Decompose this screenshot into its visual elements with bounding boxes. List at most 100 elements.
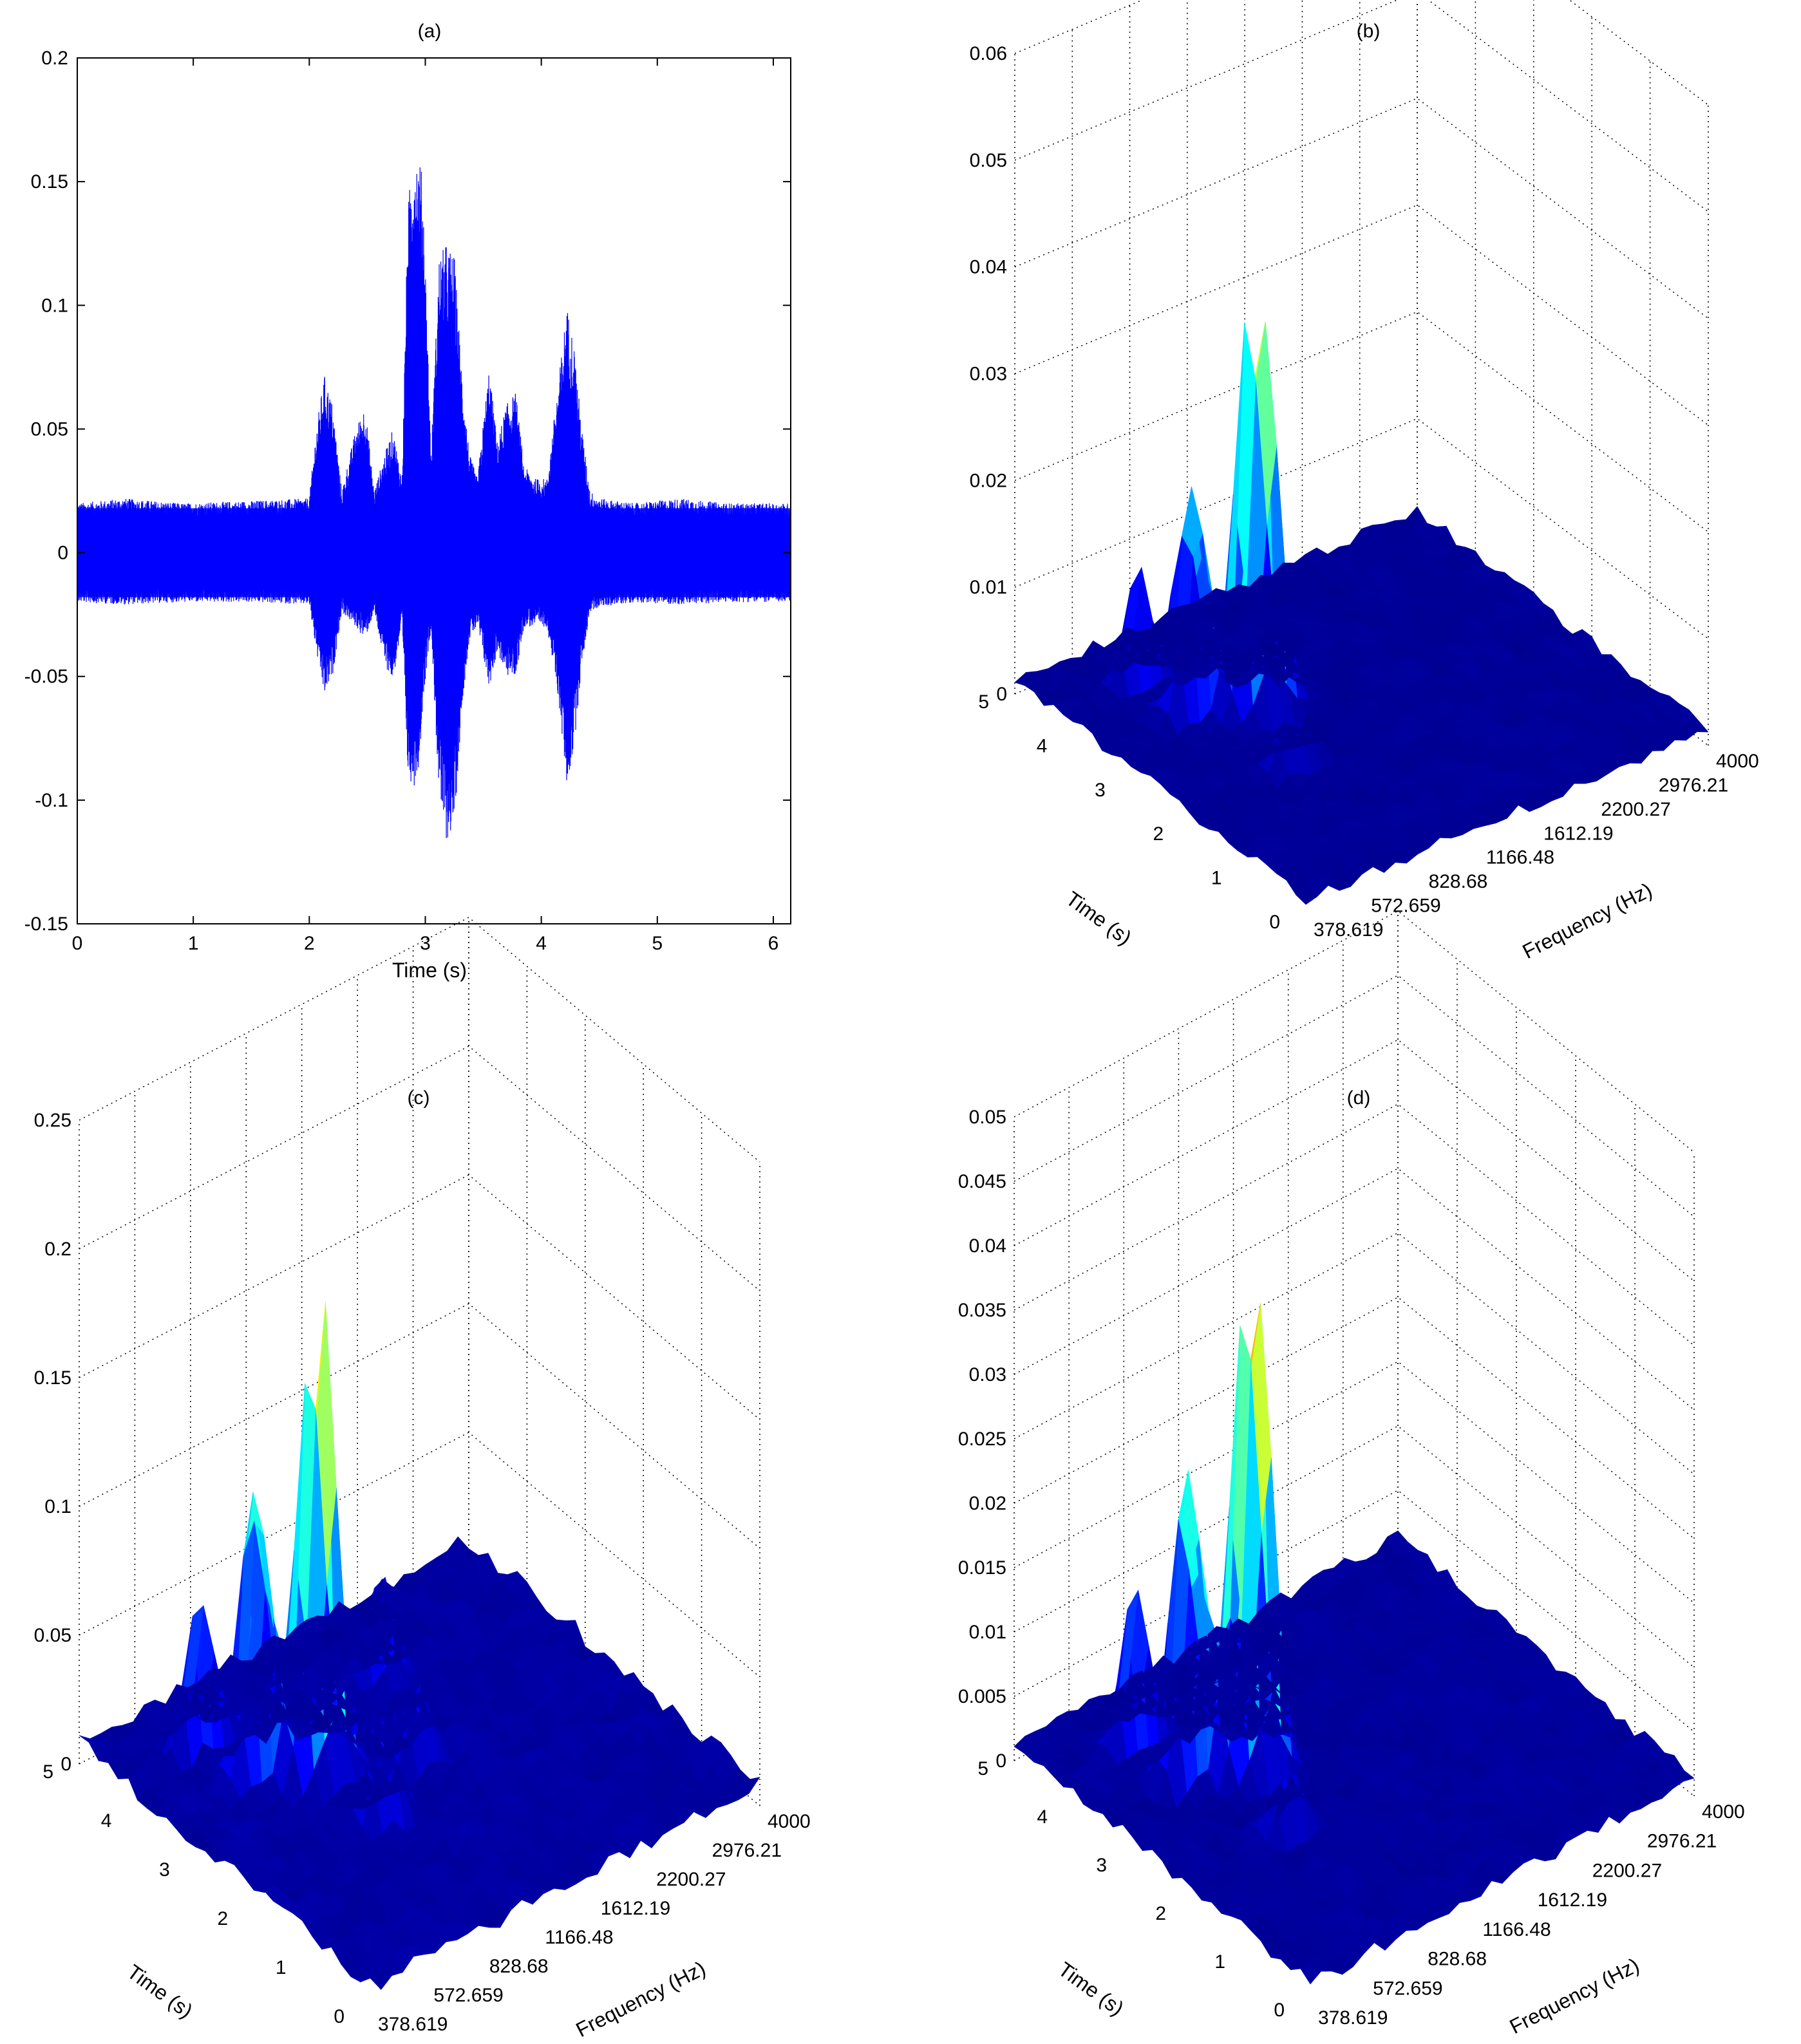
c-freq-tick-label: 1612.19 xyxy=(601,1898,670,1919)
b-freq-tick-label: 378.619 xyxy=(1314,919,1383,941)
c-time-tick-label: 2 xyxy=(218,1908,229,1929)
panel-a-xtick-label: 5 xyxy=(652,933,663,954)
c-freq-tick-label: 2200.27 xyxy=(656,1869,726,1890)
d-freq-tick-label: 2976.21 xyxy=(1647,1831,1717,1852)
panel-a-ytick-label: 0.1 xyxy=(41,295,68,316)
d-grid-line xyxy=(1014,1425,1695,1668)
c-ztick-label: 0 xyxy=(61,1754,71,1775)
b-ztick-label: 0.03 xyxy=(970,364,1007,385)
c-freq-tick-label: 4000 xyxy=(768,1811,811,1832)
c-freq-tick-label: 378.619 xyxy=(378,2014,448,2035)
d-time-tick-label: 2 xyxy=(1155,1903,1166,1924)
panel-a-noise-band xyxy=(77,508,791,597)
d-surface-cell xyxy=(1014,1736,1035,1754)
d-ztick-label: 0.035 xyxy=(958,1300,1006,1321)
d-ztick-label: 0.03 xyxy=(969,1364,1006,1385)
b-grid-line xyxy=(1014,204,1709,426)
c-ztick-label: 0.1 xyxy=(44,1496,71,1517)
c-ztick-label: 0.05 xyxy=(34,1625,71,1646)
panel-a-ytick-label: -0.1 xyxy=(35,790,68,811)
panel-a-xtick-label: 2 xyxy=(304,933,315,954)
d-ztick-label: 0.015 xyxy=(958,1557,1006,1579)
d-ztick-label: 0 xyxy=(995,1750,1006,1772)
panel-a-signal-trace xyxy=(77,167,791,838)
d-ztick-label: 0.025 xyxy=(958,1429,1006,1450)
panel-a-ytick-label: -0.05 xyxy=(24,666,68,688)
b-freq-tick-label: 4000 xyxy=(1716,751,1759,772)
d-grid-line xyxy=(1014,1168,1695,1411)
b-time-tick-label: 2 xyxy=(1153,823,1164,845)
d-grid-line xyxy=(1014,1361,1695,1604)
panel-a-ytick-label: 0.15 xyxy=(31,171,68,192)
b-freq-tick-label: 2200.27 xyxy=(1601,799,1670,820)
panel-a-xtick-label: 3 xyxy=(420,933,431,954)
d-ztick-label: 0.005 xyxy=(958,1686,1006,1707)
b-grid-line xyxy=(1014,0,1709,212)
b-time-tick-label: 0 xyxy=(1269,912,1280,933)
b-ztick-label: 0.06 xyxy=(970,43,1007,64)
panel-b-surface: (b) 0 0.01 0.02 0.03 0.04 0.05 0.06 0 1 2 3 4 5 378.6… xyxy=(970,0,1759,963)
c-freq-tick-label: 1166.48 xyxy=(545,1927,613,1948)
c-ztick-label: 0.25 xyxy=(34,1110,71,1131)
panel-a-y-ticks: -0.15 -0.1 -0.05 0 0.05 0.1 0.15 0.2 xyxy=(24,48,791,935)
panel-b-surface-mesh xyxy=(1014,321,1709,905)
b-ztick-label: 0.05 xyxy=(970,150,1007,171)
b-surface-cell xyxy=(1014,671,1036,686)
panel-a-axes-box xyxy=(77,57,791,924)
b-freq-tick-label: 2976.21 xyxy=(1659,774,1728,796)
d-freq-tick-label: 1166.48 xyxy=(1482,1919,1551,1940)
d-grid-line xyxy=(1014,975,1695,1217)
panel-a-x-ticks: 0 1 2 3 4 5 6 xyxy=(72,58,779,954)
panel-d-surface-mesh xyxy=(1014,1303,1695,1985)
d-freq-tick-label: 378.619 xyxy=(1318,2007,1388,2029)
d-ztick-label: 0.05 xyxy=(969,1107,1006,1128)
b-ztick-label: 0 xyxy=(996,684,1007,705)
d-grid-line xyxy=(1014,1297,1695,1539)
panel-c-grid xyxy=(79,917,760,1806)
panel-a-xtick-label: 0 xyxy=(72,933,83,954)
c-freq-tick-label: 2976.21 xyxy=(712,1840,782,1861)
b-freq-tick-label: 572.659 xyxy=(1371,895,1440,917)
d-ztick-label: 0.045 xyxy=(958,1171,1006,1192)
b-ztick-label: 0.04 xyxy=(970,257,1007,278)
c-freq-tick-label: 828.68 xyxy=(489,1956,549,1977)
b-time-tick-label: 4 xyxy=(1037,735,1048,756)
c-freq-tick-label: 572.659 xyxy=(433,1985,503,2006)
d-freq-tick-label: 1612.19 xyxy=(1538,1889,1607,1911)
c-time-tick-label: 4 xyxy=(101,1810,112,1832)
d-freq-tick-label: 2200.27 xyxy=(1592,1860,1662,1881)
b-freq-tick-label: 1166.48 xyxy=(1486,847,1554,868)
d-freq-tick-label: 828.68 xyxy=(1428,1949,1487,1970)
panel-c-surface: (c) 0 0.05 0.1 0.15 0.2 0.25 0 1 2 3 4 5 378.619 572.… xyxy=(34,917,811,2041)
c-time-tick-label: 3 xyxy=(159,1859,170,1880)
panel-a-title: (a) xyxy=(418,21,442,42)
panel-a-xtick-label: 6 xyxy=(768,933,779,954)
panel-d-grid xyxy=(1014,910,1695,1797)
d-ztick-label: 0.02 xyxy=(969,1493,1006,1514)
d-grid-line xyxy=(1014,910,1695,1153)
d-time-tick-label: 4 xyxy=(1037,1806,1048,1828)
panel-d-title: (d) xyxy=(1347,1087,1371,1109)
c-ztick-label: 0.2 xyxy=(44,1239,71,1260)
panel-a-xtick-label: 4 xyxy=(536,933,547,954)
b-time-tick-label: 3 xyxy=(1095,780,1106,801)
d-freq-tick-label: 572.659 xyxy=(1373,1978,1442,1999)
b-ztick-label: 0.02 xyxy=(970,470,1007,491)
b-grid-line xyxy=(1014,418,1709,639)
c-time-tick-label: 1 xyxy=(276,1957,287,1978)
d-ztick-label: 0.01 xyxy=(969,1622,1006,1643)
b-ztick-label: 0.01 xyxy=(970,577,1007,598)
d-time-tick-label: 5 xyxy=(977,1758,988,1779)
panel-b-ticks: 0 0.01 0.02 0.03 0.04 0.05 0.06 0 1 2 3 4 5 378.61957… xyxy=(970,43,1759,941)
d-time-tick-label: 1 xyxy=(1214,1951,1225,1973)
d-time-tick-label: 3 xyxy=(1096,1855,1107,1876)
panel-c-title: (c) xyxy=(408,1087,430,1109)
panel-a-ytick-label: 0.05 xyxy=(31,418,68,440)
panel-a-xtick-label: 1 xyxy=(188,933,199,954)
d-time-tick-label: 0 xyxy=(1274,2000,1285,2021)
panel-b-title: (b) xyxy=(1357,21,1381,42)
b-grid-line xyxy=(1014,311,1709,532)
d-ztick-label: 0.04 xyxy=(969,1235,1006,1257)
d-freq-tick-label: 4000 xyxy=(1702,1801,1745,1823)
